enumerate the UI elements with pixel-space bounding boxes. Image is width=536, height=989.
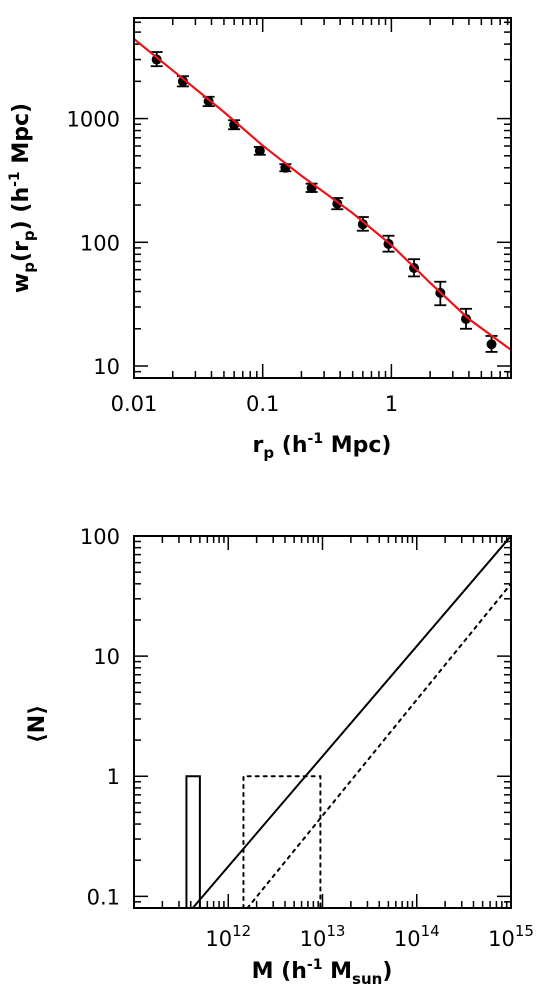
bottom-x-tick-label: 1015 <box>488 922 534 951</box>
top-panel-tick-labels: 0.01 0.1 1 10 100 1000 <box>67 108 399 416</box>
bottom-panel-ticks <box>133 535 512 909</box>
bottom-panel-x-axis-label: M (h-1 Msun) <box>252 957 393 988</box>
bottom-series-line-1 <box>191 536 511 908</box>
bottom-y-tick-label: 10 <box>93 645 120 669</box>
top-panel-ticks <box>133 18 511 379</box>
top-marker <box>357 219 368 230</box>
top-x-tick-label: 0.1 <box>246 392 279 416</box>
bottom-series-line-2 <box>242 775 322 908</box>
bottom-series-line-0 <box>185 775 201 908</box>
bottom-y-tick-label: 100 <box>80 525 120 549</box>
bottom-y-tick-label: 1 <box>107 765 120 789</box>
top-marker <box>486 339 497 350</box>
top-data-point <box>202 95 215 108</box>
bottom-x-tick-label: 1012 <box>205 922 251 951</box>
top-marker <box>461 313 472 324</box>
top-panel-data <box>134 38 511 353</box>
top-marker <box>151 54 162 65</box>
top-y-tick-label: 1000 <box>67 108 120 132</box>
bottom-y-tick-label: 0.1 <box>87 885 120 909</box>
top-data-point <box>460 307 473 330</box>
top-y-tick-label: 10 <box>93 355 120 379</box>
bottom-panel-y-axis-label: ⟨N⟩ <box>25 705 50 744</box>
top-data-point <box>485 335 498 353</box>
top-panel: 0.01 0.1 1 10 100 1000 rp (h-1 Mpc) wp(rp) (h… <box>7 17 512 462</box>
top-data-point <box>150 51 163 68</box>
bottom-series-line-3 <box>246 582 511 908</box>
bottom-panel: 1012 1013 1014 1015 0.1 1 10 100 M (h-1 Msun) ⟨… <box>25 525 534 988</box>
top-panel-y-axis-label: wp(rp) (h-1 Mpc) <box>7 103 38 293</box>
top-y-tick-label: 100 <box>80 231 120 255</box>
bottom-x-tick-label: 1013 <box>300 922 346 951</box>
bottom-panel-data <box>185 536 511 908</box>
top-panel-x-axis-label: rp (h-1 Mpc) <box>253 431 392 462</box>
top-marker <box>177 76 188 87</box>
top-marker <box>254 145 265 156</box>
top-panel-frame <box>133 17 512 379</box>
bottom-x-tick-label: 1014 <box>394 922 440 951</box>
top-x-tick-label: 0.01 <box>111 392 158 416</box>
top-series-line-1 <box>134 38 511 351</box>
bottom-panel-tick-labels: 1012 1013 1014 1015 0.1 1 10 100 <box>80 525 534 951</box>
bottom-panel-frame <box>133 535 512 909</box>
top-x-tick-label: 1 <box>385 392 398 416</box>
